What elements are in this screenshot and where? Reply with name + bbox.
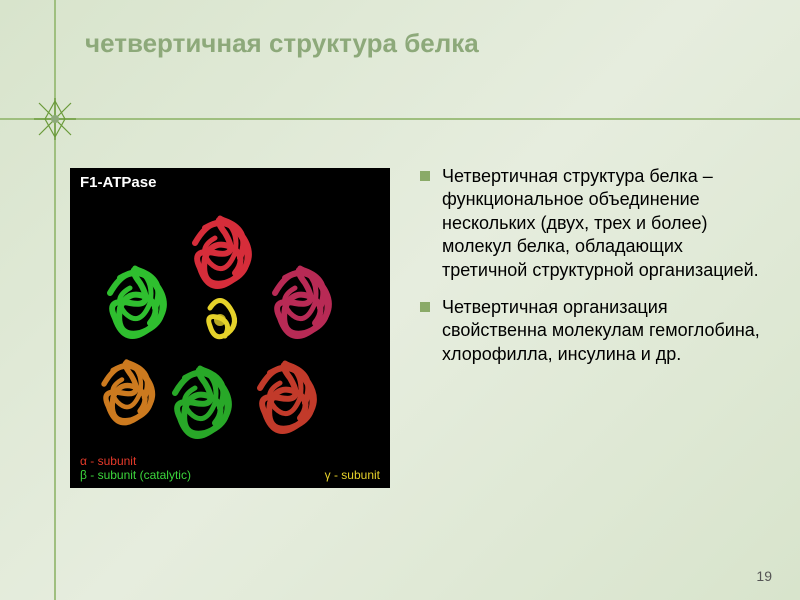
- bullet-item: Четвертичная организация свойственна мол…: [420, 296, 770, 366]
- star-ornament-icon: [34, 98, 76, 140]
- figure-title: F1-ATPase: [80, 174, 156, 191]
- bullet-text: Четвертичная структура белка – функциона…: [442, 165, 770, 282]
- bullet-text: Четвертичная организация свойственна мол…: [442, 296, 770, 366]
- figure-legend: α - subunit β - subunit (catalytic) γ - …: [80, 454, 380, 482]
- slide: четвертичная структура белка F1-ATPase: [0, 0, 800, 600]
- horizontal-divider: [0, 118, 800, 120]
- legend-beta: β - subunit (catalytic): [80, 468, 191, 482]
- ribbon-diagram: [90, 198, 370, 458]
- slide-title: четвертичная структура белка: [85, 28, 479, 59]
- content-area: Четвертичная структура белка – функциона…: [420, 165, 770, 380]
- bullet-item: Четвертичная структура белка – функциона…: [420, 165, 770, 282]
- bullet-marker-icon: [420, 302, 430, 312]
- legend-alpha: α - subunit: [80, 454, 191, 468]
- legend-gamma: γ - subunit: [325, 468, 380, 482]
- page-number: 19: [756, 568, 772, 584]
- protein-structure-figure: F1-ATPase: [70, 168, 390, 488]
- vertical-divider: [54, 0, 56, 600]
- bullet-marker-icon: [420, 171, 430, 181]
